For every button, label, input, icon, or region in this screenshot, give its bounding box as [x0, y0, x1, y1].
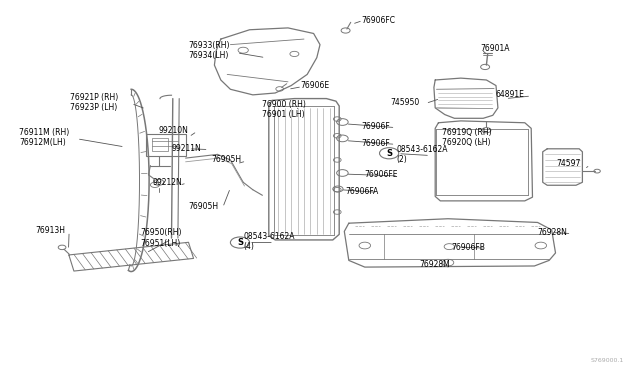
- Text: 99210N: 99210N: [159, 126, 189, 135]
- Text: 76921P (RH)
76923P (LH): 76921P (RH) 76923P (LH): [70, 93, 118, 112]
- Text: 76906FB: 76906FB: [451, 243, 485, 252]
- Text: 76906FE: 76906FE: [365, 170, 398, 179]
- Text: 76906F: 76906F: [362, 122, 390, 131]
- Text: 08543-6162A
(4): 08543-6162A (4): [243, 232, 294, 251]
- Text: 76950(RH)
76951(LH): 76950(RH) 76951(LH): [141, 228, 182, 248]
- Text: 08543-6162A
(2): 08543-6162A (2): [397, 145, 448, 164]
- Text: 76901A: 76901A: [480, 44, 509, 53]
- Text: S: S: [386, 149, 392, 158]
- Text: 76906F: 76906F: [362, 139, 390, 148]
- Text: 99212N: 99212N: [152, 178, 182, 187]
- Text: 76905H: 76905H: [211, 155, 241, 164]
- Text: 76913H: 76913H: [35, 226, 65, 235]
- Text: S769000.1: S769000.1: [591, 358, 624, 363]
- Text: S: S: [237, 238, 243, 247]
- Text: 745950: 745950: [390, 98, 420, 107]
- Text: 76919Q (RH)
76920Q (LH): 76919Q (RH) 76920Q (LH): [442, 128, 492, 147]
- Text: 99211N: 99211N: [172, 144, 201, 153]
- Text: 74597: 74597: [557, 159, 581, 168]
- Text: 76906E: 76906E: [301, 81, 330, 90]
- Text: 76911M (RH)
76912M(LH): 76911M (RH) 76912M(LH): [19, 128, 70, 147]
- Text: 76928M: 76928M: [419, 260, 450, 269]
- Text: 76928N: 76928N: [538, 228, 568, 237]
- Text: 76905H: 76905H: [189, 202, 219, 211]
- Text: 76900 (RH)
76901 (LH): 76900 (RH) 76901 (LH): [262, 100, 307, 119]
- Text: 64891E: 64891E: [496, 90, 525, 99]
- Text: 76906FA: 76906FA: [346, 187, 379, 196]
- Text: 76933(RH)
76934(LH): 76933(RH) 76934(LH): [189, 41, 230, 60]
- Text: 76906FC: 76906FC: [362, 16, 396, 25]
